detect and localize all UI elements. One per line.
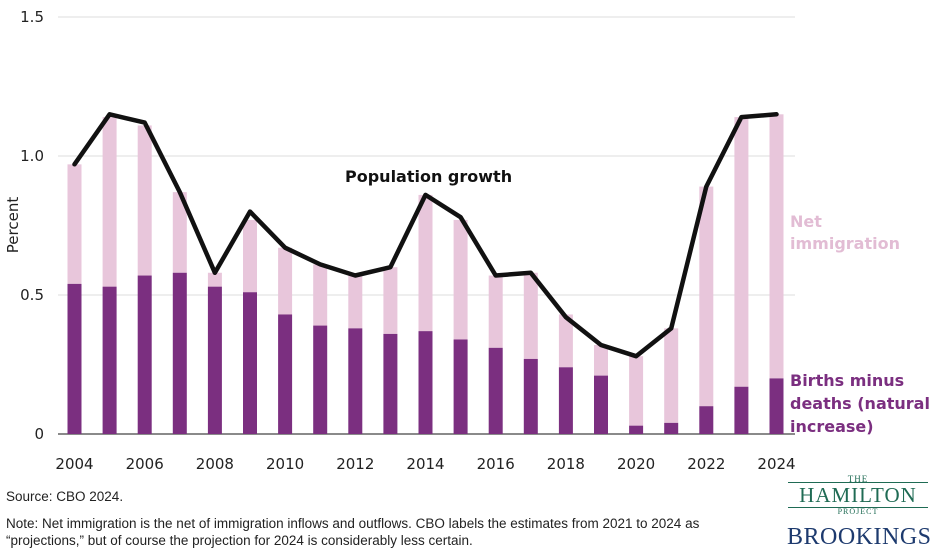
x-tick-label: 2006 — [126, 455, 164, 473]
hamilton-logo-project: PROJECT — [837, 507, 879, 516]
bar-natural-increase-2022 — [699, 406, 714, 434]
bar-net-immigration-2024 — [769, 114, 784, 379]
stacked-bars — [67, 114, 784, 434]
bar-net-immigration-2013 — [383, 267, 398, 334]
footnote: Note: Net immigration is the net of immi… — [6, 516, 700, 548]
bar-net-immigration-2023 — [734, 117, 749, 387]
x-tick-label: 2012 — [336, 455, 374, 473]
x-tick-labels: 2004 2006 2008 2010 2012 2014 2016 2018 2020 2022… — [55, 455, 795, 473]
x-tick-label: 2014 — [406, 455, 444, 473]
bar-net-immigration-2017 — [523, 272, 538, 359]
net-immigration-label-line2: immigration — [790, 234, 900, 253]
bar-net-immigration-2016 — [488, 275, 503, 348]
x-tick-label: 2004 — [55, 455, 93, 473]
y-tick-label: 1.0 — [20, 147, 44, 165]
natural-increase-label-line1: Births minus — [790, 371, 904, 390]
natural-increase-label-line2: deaths (natural — [790, 394, 930, 413]
brookings-logo: BROOKINGS — [787, 524, 932, 550]
x-tick-label: 2010 — [266, 455, 304, 473]
bar-natural-increase-2004 — [67, 283, 82, 434]
x-tick-label: 2020 — [617, 455, 655, 473]
bar-natural-increase-2012 — [348, 328, 363, 434]
x-tick-label: 2008 — [196, 455, 234, 473]
bar-natural-increase-2013 — [383, 333, 398, 434]
y-axis-label: Percent — [4, 197, 22, 254]
bar-natural-increase-2011 — [313, 325, 328, 434]
population-growth-line — [72, 112, 779, 359]
x-tick-label: 2022 — [687, 455, 725, 473]
population-growth-label: Population growth — [345, 167, 512, 186]
bar-net-immigration-2021 — [664, 328, 679, 423]
bar-net-immigration-2011 — [313, 264, 328, 326]
bar-natural-increase-2018 — [558, 367, 573, 434]
bar-natural-increase-2020 — [629, 425, 644, 434]
hamilton-logo-name: HAMILTON — [788, 482, 928, 508]
bar-natural-increase-2023 — [734, 386, 749, 434]
bar-natural-increase-2006 — [137, 275, 152, 434]
bar-net-immigration-2014 — [418, 194, 433, 332]
x-tick-label: 2018 — [547, 455, 585, 473]
bar-net-immigration-2020 — [629, 356, 644, 426]
net-immigration-label-line1: Net — [790, 212, 822, 231]
x-tick-label: 2024 — [757, 455, 795, 473]
bar-net-immigration-2010 — [278, 247, 293, 315]
y-tick-label: 1.5 — [20, 8, 44, 26]
natural-increase-label-line3: increase) — [790, 417, 874, 436]
population-growth-chart: 00.51.01.5 Percent 2004 2006 2008 2010 2012 2… — [4, 8, 930, 473]
bar-natural-increase-2010 — [278, 314, 293, 434]
y-tick-label: 0 — [34, 425, 44, 443]
bar-natural-increase-2019 — [594, 375, 608, 434]
bar-net-immigration-2006 — [137, 125, 152, 276]
bar-natural-increase-2017 — [523, 358, 538, 434]
bar-natural-increase-2016 — [488, 347, 503, 434]
source-note: Source: CBO 2024. — [6, 489, 124, 504]
bar-natural-increase-2009 — [243, 292, 257, 434]
bar-net-immigration-2005 — [102, 117, 117, 287]
bar-net-immigration-2009 — [243, 219, 257, 293]
bar-natural-increase-2021 — [664, 422, 679, 434]
hamilton-project-logo: THE HAMILTON PROJECT — [784, 474, 932, 516]
hamilton-logo-the: THE — [847, 474, 869, 484]
bar-natural-increase-2014 — [418, 331, 433, 434]
bar-net-immigration-2004 — [67, 164, 82, 284]
bar-natural-increase-2008 — [207, 286, 222, 434]
bar-natural-increase-2005 — [102, 286, 117, 434]
bar-net-immigration-2018 — [558, 314, 573, 368]
bar-net-immigration-2019 — [594, 345, 608, 376]
x-tick-label: 2016 — [477, 455, 515, 473]
bar-net-immigration-2008 — [207, 272, 222, 287]
bar-net-immigration-2015 — [453, 219, 468, 340]
bar-natural-increase-2015 — [453, 339, 468, 434]
bar-net-immigration-2007 — [172, 192, 187, 273]
y-tick-labels: 0 0.5 1.0 1.5 — [20, 8, 44, 443]
bar-net-immigration-2012 — [348, 275, 363, 329]
bar-net-immigration-2022 — [699, 186, 714, 407]
y-tick-label: 0.5 — [20, 286, 44, 304]
bar-natural-increase-2024 — [769, 378, 784, 434]
bar-natural-increase-2007 — [172, 272, 187, 434]
